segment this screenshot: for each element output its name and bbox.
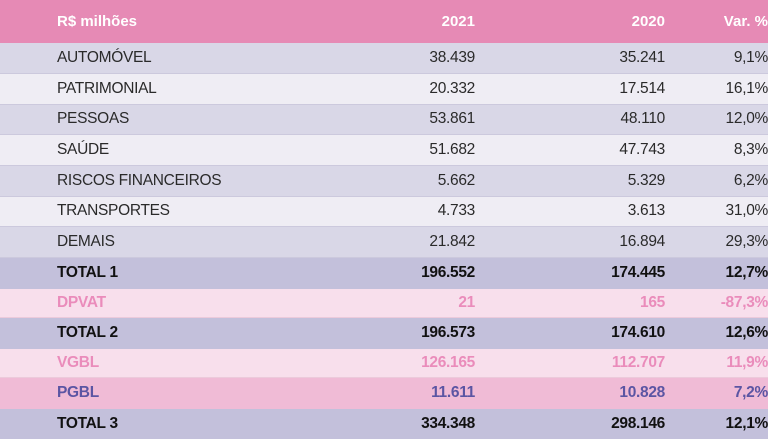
row-label: PGBL (57, 384, 99, 402)
value-2021: 21.842 (429, 233, 475, 251)
value-var: 12,0% (725, 110, 768, 128)
value-var: 11,9% (726, 353, 768, 371)
row-label: AUTOMÓVEL (57, 49, 152, 67)
value-var: 29,3% (725, 233, 768, 251)
value-var: 9,1% (733, 49, 768, 67)
table-row: PESSOAS 53.861 48.110 12,0% (0, 104, 768, 136)
value-2021: 20.332 (429, 79, 475, 97)
value-var: 12,7% (725, 264, 768, 282)
table-header: R$ milhões 2021 2020 Var. % (0, 0, 768, 44)
row-label: DEMAIS (57, 233, 115, 251)
value-2021: 196.573 (421, 324, 475, 342)
value-2021: 334.348 (421, 414, 475, 432)
table-row: TOTAL 3 334.348 298.146 12,1% (0, 408, 768, 439)
value-var: 8,3% (733, 141, 768, 159)
table-row: DPVAT 21 165 -87,3% (0, 288, 768, 318)
column-header-var: Var. % (723, 13, 768, 31)
row-label: SAÚDE (57, 141, 109, 159)
value-2021: 51.682 (429, 141, 475, 159)
value-var: 6,2% (733, 171, 768, 189)
value-var: 16,1% (725, 79, 768, 97)
value-2020: 16.894 (619, 233, 665, 251)
value-2021: 4.733 (437, 202, 476, 220)
value-var: -87,3% (720, 293, 768, 311)
column-header-label: R$ milhões (57, 13, 138, 31)
value-2021: 38.439 (429, 49, 475, 67)
value-2020: 298.146 (611, 414, 665, 432)
value-2020: 5.329 (627, 171, 666, 189)
row-label: DPVAT (57, 293, 106, 311)
table-row: VGBL 126.165 112.707 11,9% (0, 348, 768, 378)
value-2021: 53.861 (429, 110, 475, 128)
value-2021: 21 (458, 293, 475, 311)
column-header-2021: 2021 (441, 13, 475, 31)
table-row: RISCOS FINANCEIROS 5.662 5.329 6,2% (0, 165, 768, 197)
column-header-2020: 2020 (631, 13, 665, 31)
value-2021: 11.611 (431, 384, 475, 402)
value-2021: 5.662 (437, 171, 476, 189)
value-2020: 165 (640, 293, 665, 311)
row-label: PESSOAS (57, 110, 129, 128)
value-2020: 3.613 (627, 202, 666, 220)
value-var: 12,6% (725, 324, 768, 342)
row-label: TOTAL 3 (57, 414, 118, 432)
value-2021: 196.552 (421, 264, 475, 282)
table-row: AUTOMÓVEL 38.439 35.241 9,1% (0, 43, 768, 74)
table-row: TOTAL 2 196.573 174.610 12,6% (0, 318, 768, 349)
row-label: TOTAL 1 (57, 264, 118, 282)
row-label: PATRIMONIAL (57, 79, 157, 97)
table-row: TRANSPORTES 4.733 3.613 31,0% (0, 196, 768, 228)
value-2020: 48.110 (620, 110, 666, 128)
table-row: TOTAL 1 196.552 174.445 12,7% (0, 258, 768, 289)
value-var: 31,0% (725, 202, 768, 220)
row-label: VGBL (57, 353, 99, 371)
value-var: 12,1% (725, 414, 768, 432)
value-2020: 47.743 (619, 141, 665, 159)
table-row: SAÚDE 51.682 47.743 8,3% (0, 135, 768, 166)
row-label: TRANSPORTES (57, 202, 170, 220)
value-2020: 112.707 (611, 353, 665, 371)
value-2020: 35.241 (619, 49, 665, 67)
value-2021: 126.165 (421, 353, 475, 371)
value-2020: 10.828 (619, 384, 665, 402)
value-2020: 174.445 (611, 264, 665, 282)
row-label: RISCOS FINANCEIROS (57, 171, 222, 189)
row-label: TOTAL 2 (57, 324, 118, 342)
table-row: PGBL 11.611 10.828 7,2% (0, 378, 768, 409)
table-row: DEMAIS 21.842 16.894 29,3% (0, 227, 768, 258)
table-row: PATRIMONIAL 20.332 17.514 16,1% (0, 73, 768, 105)
value-var: 7,2% (733, 384, 768, 402)
value-2020: 174.610 (611, 324, 665, 342)
value-2020: 17.514 (619, 79, 665, 97)
